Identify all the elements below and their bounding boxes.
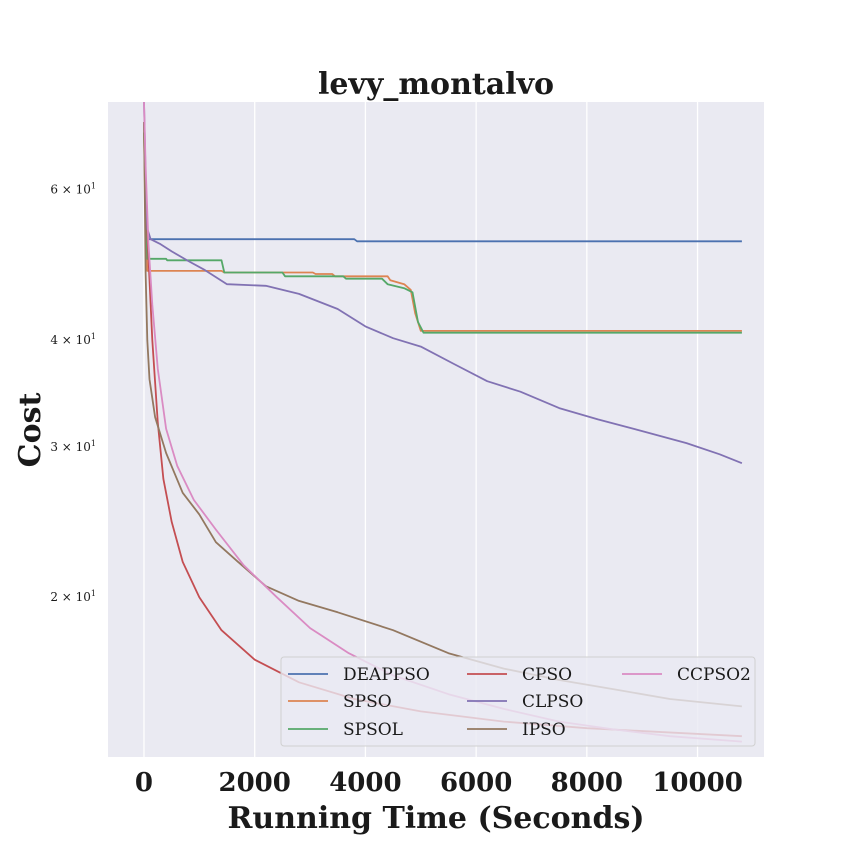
y-tick-label: 6 × 101 — [50, 182, 96, 197]
x-tick-label: 4000 — [329, 768, 401, 798]
y-tick-label: 2 × 101 — [50, 589, 96, 604]
y-tick-label: 3 × 101 — [50, 439, 96, 454]
x-tick-label: 8000 — [551, 768, 623, 798]
x-tick-label: 0 — [135, 768, 153, 798]
legend-label-ipso: IPSO — [522, 720, 566, 740]
x-tick-label: 10000 — [652, 768, 742, 798]
legend-label-ccpso2: CCPSO2 — [677, 665, 751, 685]
legend-label-spsol: SPSOL — [343, 720, 403, 740]
y-axis-label: Cost — [13, 393, 48, 468]
x-tick-label: 2000 — [219, 768, 291, 798]
legend-label-deappso: DEAPPSO — [343, 665, 430, 685]
series-line-spso — [143, 132, 742, 332]
legend-box — [280, 656, 756, 747]
chart-title: levy_montalvo — [318, 67, 554, 102]
legend-label-cpso: CPSO — [522, 665, 572, 685]
x-tick-label: 6000 — [440, 768, 512, 798]
legend-label-clpso: CLPSO — [522, 692, 583, 712]
y-tick-label: 4 × 101 — [50, 332, 96, 347]
x-tick-labels: 0 2000 4000 6000 8000 10000 — [135, 768, 743, 798]
grid-lines — [143, 102, 699, 757]
y-tick-labels: 2 × 101 3 × 101 4 × 101 6 × 101 — [50, 182, 96, 605]
legend: DEAPPSO SPSO SPSOL CPSO CLPSO IPSO CCPSO2 — [280, 656, 756, 747]
series-line-clpso — [143, 101, 743, 465]
series-line-spsol — [143, 132, 742, 334]
x-axis-label: Running Time (Seconds) — [227, 801, 644, 836]
legend-label-spso: SPSO — [343, 692, 392, 712]
